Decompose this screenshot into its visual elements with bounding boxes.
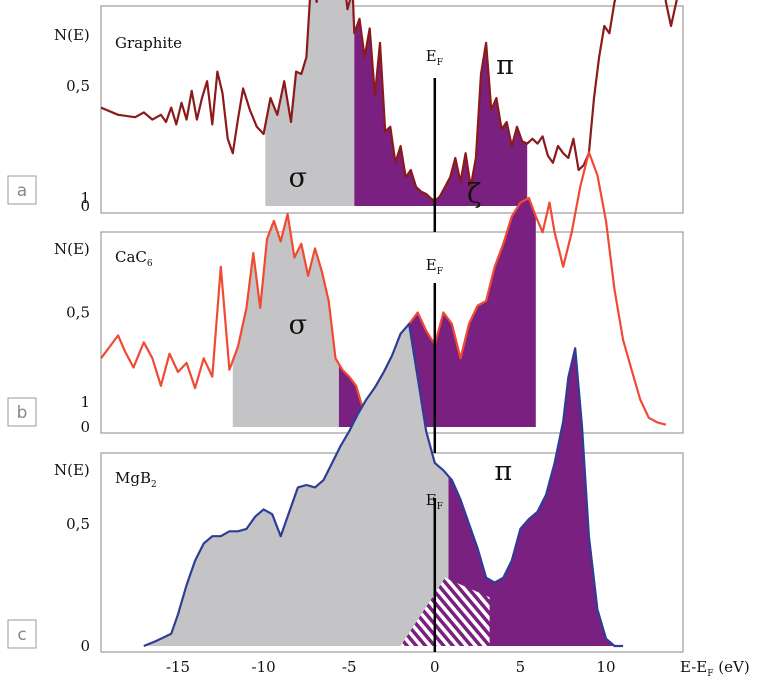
panel-b: 0 0,5 1 N(E) CaC6 σ ζ EF b — [7, 151, 684, 436]
panel-tag-box — [7, 397, 37, 427]
sigma-band-fill — [265, 0, 355, 206]
band-label: π — [496, 50, 514, 81]
y-axis-label: N(E) — [54, 240, 90, 258]
panel-c: 0 0,5 1 N(E) MgB2 σ π EF c — [7, 310, 684, 655]
y-tick-label: 0 — [80, 197, 90, 215]
panel-tag-box — [7, 619, 37, 649]
pi-band-fill — [338, 198, 536, 427]
dos-curve — [143, 322, 624, 648]
sigma-band-fill — [232, 214, 339, 427]
x-tick-label: 10 — [596, 658, 615, 676]
y-axis-label: N(E) — [54, 26, 90, 44]
band-label: σ — [289, 310, 307, 341]
y-tick-label: 0 — [80, 418, 90, 436]
material-label: CaC6 — [115, 248, 153, 269]
sigma-band-fill — [143, 323, 449, 646]
y-tick-label: 0,5 — [66, 304, 90, 322]
fermi-label: EF — [426, 491, 443, 512]
band-label: ζ — [467, 179, 482, 210]
band-label: π — [494, 456, 512, 487]
material-label: MgB2 — [115, 469, 157, 490]
material-label: Graphite — [115, 34, 182, 52]
panel-tag-box — [7, 175, 37, 205]
y-tick-label: 1 — [80, 189, 90, 207]
panel-frame — [100, 5, 684, 214]
overlap-hatch — [400, 577, 490, 646]
panel-a: 0 0,5 1 N(E) Graphite σ π EF a — [7, 0, 684, 215]
panel-tag: b — [17, 403, 28, 423]
x-axis-label: E-EF (eV) — [680, 658, 750, 679]
x-tick-label: -15 — [166, 658, 190, 676]
y-tick-label: 0,5 — [66, 515, 90, 533]
dos-curve — [100, 0, 678, 203]
x-tick-label: -5 — [342, 658, 357, 676]
fermi-label: EF — [426, 256, 443, 277]
y-tick-label: 0,5 — [66, 77, 90, 95]
x-tick-label: 0 — [430, 658, 440, 676]
x-tick-label: -10 — [252, 658, 276, 676]
x-tick-label: 5 — [516, 658, 526, 676]
panel-tag: a — [17, 181, 27, 201]
y-tick-label: 0 — [80, 637, 90, 655]
fermi-label: EF — [426, 47, 443, 68]
y-axis-label: N(E) — [54, 461, 90, 479]
band-label: σ — [289, 163, 307, 194]
y-tick-label: 1 — [80, 393, 90, 411]
panel-tag: c — [17, 625, 26, 645]
